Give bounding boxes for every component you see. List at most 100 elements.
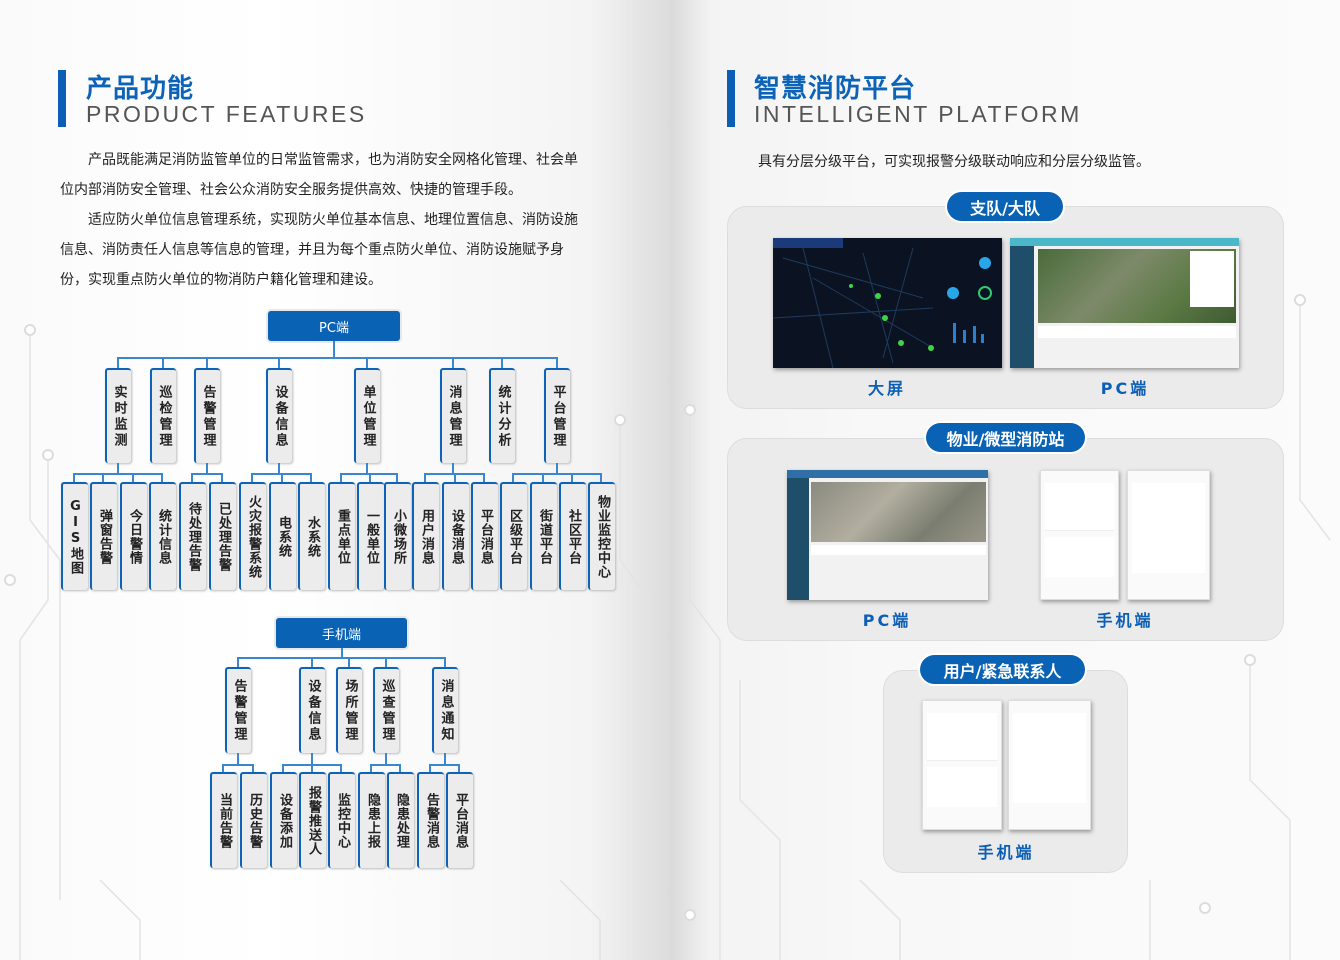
connector-line xyxy=(600,473,602,482)
connector-line xyxy=(223,764,253,766)
tree-leaf-node: GIS地图 xyxy=(61,482,88,590)
connector-line xyxy=(237,657,239,667)
tree-branch-node: 设备信息 xyxy=(299,667,325,753)
section-pill: 支队/大队 xyxy=(947,192,1063,221)
pc-screenshot xyxy=(787,470,988,600)
big-screen-screenshot xyxy=(773,238,1002,368)
connector-line xyxy=(281,473,283,482)
connector-line xyxy=(191,473,193,482)
tree-branch-node: 场所管理 xyxy=(336,667,362,753)
connector-line xyxy=(429,764,431,772)
screen-label: 手机端 xyxy=(1096,611,1154,630)
paragraph-line: 产品既能满足消防监管单位的日常监管需求，也为消防安全网格化管理、社会单 xyxy=(60,152,578,168)
connector-line xyxy=(348,657,350,667)
connector-line xyxy=(452,357,454,368)
tree-leaf-node: 区级平台 xyxy=(500,482,527,590)
connector-line xyxy=(385,657,387,667)
platform-subtitle: INTELLIGENT PLATFORM xyxy=(754,101,1082,127)
tree-leaf-node: 隐患处理 xyxy=(387,772,414,868)
tree-leaf-node: 重点单位 xyxy=(328,482,355,590)
connector-line xyxy=(73,473,75,482)
tree-branch-node: 单位管理 xyxy=(354,368,380,463)
connector-line xyxy=(102,473,104,482)
tree-leaf-node: 已处理告警 xyxy=(209,482,236,590)
paragraph-line: 适应防火单位信息管理系统，实现防火单位基本信息、地理位置信息、消防设施 xyxy=(60,212,578,228)
tree-leaf-node: 监控中心 xyxy=(328,772,355,868)
connector-line xyxy=(278,357,280,368)
connector-line xyxy=(117,357,119,368)
connector-line xyxy=(513,473,601,475)
tree-branch-node: 平台管理 xyxy=(544,368,570,463)
tree-leaf-node: 火灾报警系统 xyxy=(239,482,266,590)
tree-branch-node: 告警管理 xyxy=(225,667,251,753)
connector-line xyxy=(333,341,335,357)
tree-leaf-node: 报警推送人 xyxy=(299,772,326,868)
tree-leaf-node: 设备消息 xyxy=(442,482,469,590)
tree-leaf-node: 隐患上报 xyxy=(358,772,385,868)
page-subtitle: PRODUCT FEATURES xyxy=(86,101,367,127)
screen-label: PC端 xyxy=(862,611,912,630)
tree-leaf-node: 社区平台 xyxy=(559,482,586,590)
section-pill: 用户/紧急联系人 xyxy=(920,655,1085,684)
connector-line xyxy=(571,473,573,482)
screen-label: PC端 xyxy=(1100,379,1150,398)
tree-leaf-node: 街道平台 xyxy=(530,482,557,590)
connector-line xyxy=(430,764,459,766)
tree-leaf-node: 用户消息 xyxy=(412,482,439,590)
tree-branch-node: 统计分析 xyxy=(489,368,515,463)
tree-leaf-node: 一般单位 xyxy=(357,482,384,590)
connector-line xyxy=(221,473,223,482)
connector-line xyxy=(206,357,208,368)
connector-line xyxy=(311,764,313,772)
connector-line xyxy=(132,473,134,482)
platform-title: 智慧消防平台 xyxy=(754,74,917,104)
mobile-screenshot xyxy=(1008,700,1091,830)
tree-leaf-node: 设备添加 xyxy=(270,772,297,868)
title-accent-bar xyxy=(58,70,66,127)
tree-leaf-node: 物业监控中心 xyxy=(588,482,615,590)
tree-branch-node: 设备信息 xyxy=(266,368,292,463)
tree-leaf-node: 今日警情 xyxy=(120,482,147,590)
tree-branch-node: 实时监测 xyxy=(105,368,131,463)
connector-line xyxy=(399,764,401,772)
page-title: 产品功能 xyxy=(86,74,195,104)
paragraph-line: 份，实现重点防火单位的物消防户籍化管理和建设。 xyxy=(60,272,382,288)
connector-line xyxy=(237,753,239,764)
connector-line xyxy=(340,648,343,657)
section-pill: 物业/微型消防站 xyxy=(926,423,1085,452)
connector-line xyxy=(238,657,445,659)
connector-line xyxy=(161,473,163,482)
tree-branch-node: 巡检管理 xyxy=(150,368,176,463)
tree-branch-node: 消息管理 xyxy=(440,368,466,463)
tree-branch-node: 巡查管理 xyxy=(373,667,399,753)
pc-screenshot xyxy=(1010,238,1239,368)
tree-leaf-node: 告警消息 xyxy=(417,772,444,868)
tree-leaf-node: 弹窗告警 xyxy=(90,482,117,590)
connector-line xyxy=(340,473,342,482)
connector-line xyxy=(206,463,208,473)
connector-line xyxy=(117,463,119,473)
connector-line xyxy=(310,473,312,482)
paragraph-line: 位内部消防安全管理、社会公众消防安全服务提供高效、快捷的管理手段。 xyxy=(60,182,522,198)
tree-branch-node: 消息通知 xyxy=(432,667,458,753)
tree-leaf-node: 电系统 xyxy=(269,482,296,590)
connector-line xyxy=(311,753,313,764)
connector-line xyxy=(369,473,371,482)
connector-line xyxy=(458,764,460,772)
tree-leaf-node: 历史告警 xyxy=(240,772,267,868)
intro-paragraph: 产品既能满足消防监管单位的日常监管需求，也为消防安全网格化管理、社会单 位内部消… xyxy=(60,145,578,295)
screen-label: 大屏 xyxy=(867,379,907,398)
connector-line xyxy=(192,473,222,475)
platform-description: 具有分层分级平台，可实现报警分级联动响应和分层分级监管。 xyxy=(758,154,1150,170)
connector-line xyxy=(424,473,426,482)
connector-line xyxy=(483,473,485,482)
mobile-screenshot xyxy=(922,700,1002,830)
connector-line xyxy=(222,764,224,772)
connector-line xyxy=(311,657,313,667)
connector-line xyxy=(556,463,558,473)
connector-line xyxy=(454,473,456,482)
tree-leaf-node: 统计信息 xyxy=(149,482,176,590)
mobile-screenshot xyxy=(1127,470,1210,600)
connector-line xyxy=(251,473,253,482)
connector-line xyxy=(542,473,544,482)
